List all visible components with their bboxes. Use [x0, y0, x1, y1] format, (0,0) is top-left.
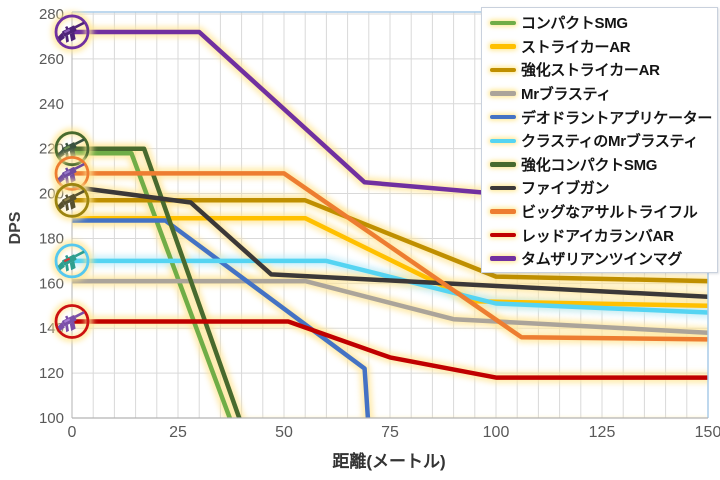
legend-label: ビッグなアサルトライフル: [521, 204, 698, 222]
weapon-icon-1: [51, 128, 93, 170]
weapon-icon-4: [51, 240, 93, 282]
legend-swatch: [490, 91, 516, 96]
legend-swatch: [490, 256, 516, 261]
icon-ring: [54, 155, 90, 191]
legend-swatch: [490, 44, 516, 49]
gun-icon: [57, 250, 85, 272]
x-tick-25: 25: [169, 424, 187, 441]
y-tick-260: 260: [39, 51, 64, 68]
legend-item-3: Mrブラスティ: [488, 82, 717, 106]
legend-swatch: [490, 138, 516, 144]
x-tick-150: 150: [695, 424, 720, 441]
y-tick-240: 240: [39, 96, 64, 113]
weapon-icon-3: [51, 179, 93, 221]
legend-label: タムザリアンツインマグ: [521, 251, 683, 269]
icon-ring: [54, 182, 90, 218]
legend: コンパクトSMG ストライカーAR 強化ストライカーAR Mrブラスティデオドラントア…: [481, 7, 718, 273]
series-line-0: [72, 150, 233, 418]
legend-item-1: ストライカーAR: [488, 35, 717, 59]
legend-item-10: タムザリアンツインマグ: [488, 247, 717, 271]
x-tick-100: 100: [483, 424, 510, 441]
y-tick-120: 120: [39, 365, 64, 382]
legend-swatch: [490, 232, 516, 238]
legend-item-8: ビッグなアサルトライフル: [488, 200, 717, 224]
icon-ring: [54, 14, 90, 50]
y-tick-100: 100: [39, 410, 64, 427]
weapon-icon-5: [51, 300, 93, 342]
legend-item-9: レッドアイカランバAR: [488, 223, 717, 247]
legend-item-5: クラスティのMrブラスティ: [488, 129, 717, 153]
legend-swatch: [490, 114, 516, 120]
gun-icon: [57, 311, 85, 333]
series-line-4: [72, 218, 371, 418]
y-tick-180: 180: [39, 230, 64, 247]
legend-item-6: 強化コンパクトSMG: [488, 153, 717, 177]
series-line-6: [72, 146, 242, 418]
legend-swatch: [490, 209, 516, 214]
icon-ring: [54, 131, 90, 167]
y-axis-title: DPS: [7, 211, 24, 245]
legend-label: レッドアイカランバAR: [521, 227, 674, 245]
series-line-9: [72, 319, 708, 380]
series-line-7: [72, 184, 708, 300]
icon-ring: [54, 304, 90, 339]
legend-swatch: [490, 185, 516, 191]
x-tick-0: 0: [68, 424, 77, 441]
legend-label: 強化コンパクトSMG: [521, 156, 658, 174]
legend-label: クラスティのMrブラスティ: [521, 133, 699, 151]
legend-label: Mrブラスティ: [521, 86, 612, 104]
legend-swatch: [490, 67, 516, 73]
x-axis-title: 距離(メートル): [332, 452, 446, 471]
x-tick-125: 125: [589, 424, 616, 441]
series-line-1: [72, 215, 708, 309]
gun-icon: [57, 21, 85, 43]
icon-ring: [54, 243, 90, 279]
weapon-icon-2: [51, 152, 93, 194]
weapon-icon-0: [51, 11, 93, 53]
x-tick-75: 75: [381, 424, 399, 441]
legend-label: ストライカーAR: [521, 38, 631, 56]
legend-label: デオドラントアプリケーター: [521, 109, 713, 127]
series-lines: [72, 26, 708, 418]
legend-item-2: 強化ストライカーAR: [488, 58, 717, 82]
legend-item-7: ファイブガン: [488, 176, 717, 200]
gun-icon: [57, 162, 85, 185]
y-tick-160: 160: [39, 275, 64, 292]
weapon-start-icons: [51, 11, 93, 342]
legend-swatch: [490, 20, 516, 26]
legend-item-4: デオドラントアプリケーター: [488, 105, 717, 129]
gun-icon: [57, 189, 85, 212]
legend-label: ファイブガン: [521, 180, 610, 198]
legend-swatch: [490, 162, 516, 167]
legend-item-0: コンパクトSMG: [488, 11, 717, 35]
series-line-8: [72, 171, 708, 342]
legend-label: 強化ストライカーAR: [521, 62, 660, 80]
legend-label: コンパクトSMG: [521, 15, 628, 33]
x-tick-50: 50: [275, 424, 293, 441]
